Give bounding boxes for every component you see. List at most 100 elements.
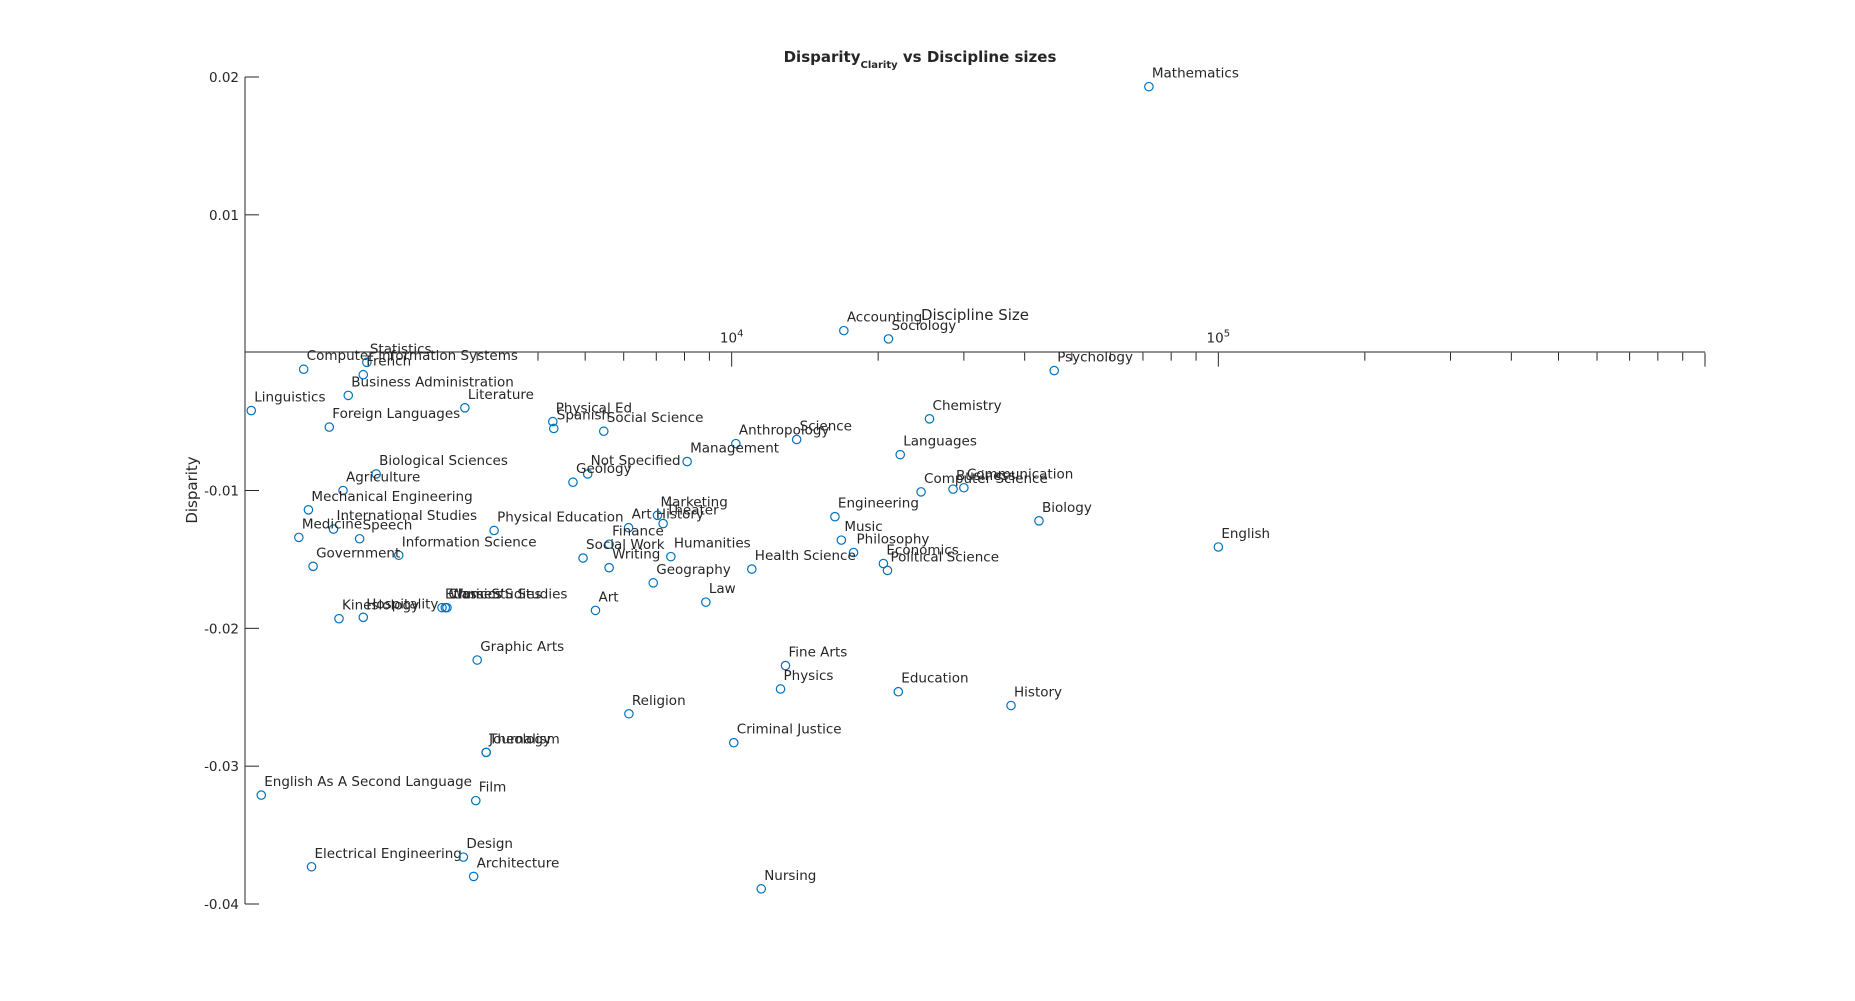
point-marker <box>298 364 309 375</box>
data-point: Writing <box>604 547 660 573</box>
point-marker <box>460 402 470 413</box>
point-label: Sociology <box>891 318 956 334</box>
data-point: Physical Education <box>489 509 624 536</box>
point-label: Graphic Arts <box>480 639 564 655</box>
data-point: Philosophy <box>848 532 929 558</box>
point-label: Physics <box>784 668 834 684</box>
point-label: Social Science <box>607 410 704 426</box>
point-label: Fine Arts <box>788 645 847 661</box>
point-marker <box>548 423 559 434</box>
point-marker <box>306 861 317 872</box>
point-label: Architecture <box>477 855 560 871</box>
point-marker <box>582 469 593 479</box>
point-marker <box>728 737 739 748</box>
point-label: English As A Second Language <box>264 774 472 790</box>
data-point: Education <box>893 671 969 697</box>
data-point: Statistics <box>362 341 432 368</box>
point-label: Speech <box>363 518 413 534</box>
point-marker <box>848 547 859 558</box>
data-point: Finance <box>604 523 664 550</box>
data-point: Agriculture <box>338 470 420 496</box>
point-label: Business Administration <box>351 374 514 390</box>
point-label: Spanish <box>557 407 610 423</box>
data-point: Graphic Arts <box>472 639 564 665</box>
data-point: Languages <box>895 434 977 460</box>
point-label: Mathematics <box>1152 66 1239 82</box>
chart-title-suffix: vs Discipline sizes <box>898 48 1057 66</box>
point-marker <box>839 325 849 336</box>
point-label: Finance <box>612 523 664 539</box>
point-label: Art <box>598 589 618 605</box>
data-point: Mechanical Engineering <box>303 489 473 515</box>
point-marker <box>1144 81 1154 92</box>
point-marker <box>568 477 578 488</box>
point-marker <box>604 539 614 550</box>
point-label: Computer Science <box>924 471 1048 487</box>
point-marker <box>882 565 893 576</box>
point-label: Languages <box>903 434 977 450</box>
point-marker <box>648 578 659 588</box>
data-point: Literature <box>460 387 534 413</box>
point-label: Business <box>956 468 1016 484</box>
point-marker <box>458 852 469 862</box>
point-label: International Studies <box>336 508 477 524</box>
point-marker <box>324 422 335 432</box>
data-point: Humanities <box>666 536 751 562</box>
data-point: Social Science <box>598 410 704 437</box>
point-label: Women'S Studies <box>450 587 567 603</box>
y-tick-label: 0.02 <box>209 70 239 86</box>
point-label: Hospitality <box>366 596 438 612</box>
point-label: Film <box>479 780 506 796</box>
point-marker <box>878 558 889 569</box>
point-marker <box>775 684 786 694</box>
x-tick-label: 105 <box>1207 329 1231 347</box>
data-point: Computer Science <box>916 471 1048 497</box>
data-point: Medicine <box>294 516 362 543</box>
point-label: Geology <box>576 461 632 477</box>
point-label: Management <box>690 441 779 457</box>
x-axis-label: Discipline Size <box>921 306 1029 324</box>
point-marker <box>598 426 609 437</box>
point-marker <box>924 414 935 424</box>
data-point: Design <box>458 836 513 862</box>
data-point: Art History <box>623 507 704 533</box>
x-tick-label: 104 <box>720 329 744 347</box>
point-label: Electrical Engineering <box>315 846 462 862</box>
data-point: Geography <box>648 562 731 588</box>
data-point: Anthropology <box>731 423 829 449</box>
point-label: Communication <box>967 467 1073 483</box>
data-point: Film <box>470 780 506 806</box>
point-marker <box>836 535 847 545</box>
data-point: Kinesiology <box>334 598 419 624</box>
data-point: History <box>1006 685 1062 711</box>
data-point: Business <box>948 468 1016 494</box>
y-tick-label: -0.03 <box>204 759 239 775</box>
point-marker <box>948 484 958 494</box>
point-label: Law <box>709 581 736 597</box>
point-label: Ethnic Studies <box>445 587 541 603</box>
y-tick-label: -0.02 <box>204 621 239 637</box>
point-label: Criminal Justice <box>737 722 842 738</box>
data-point: Social Work <box>578 537 665 563</box>
point-label: Statistics <box>370 341 432 357</box>
point-label: Not Specified <box>591 453 681 469</box>
point-marker <box>354 533 365 544</box>
point-marker <box>1006 700 1016 711</box>
point-label: Design <box>466 836 513 852</box>
point-marker <box>256 790 267 800</box>
point-label: History <box>1014 685 1062 701</box>
point-marker <box>1213 542 1224 552</box>
point-marker <box>308 561 318 572</box>
y-tick-label: -0.04 <box>204 897 239 913</box>
point-label: Music <box>844 519 882 535</box>
point-label: Health Science <box>755 548 856 564</box>
data-point: Theology <box>481 731 551 758</box>
chart-title-subscript: Clarity <box>860 60 898 71</box>
data-point: Computer Information Systems <box>298 348 518 375</box>
data-point: Government <box>308 545 400 572</box>
point-marker <box>959 482 969 493</box>
point-label: Biological Sciences <box>379 453 508 469</box>
point-label: French <box>366 354 411 370</box>
point-marker <box>893 686 904 697</box>
